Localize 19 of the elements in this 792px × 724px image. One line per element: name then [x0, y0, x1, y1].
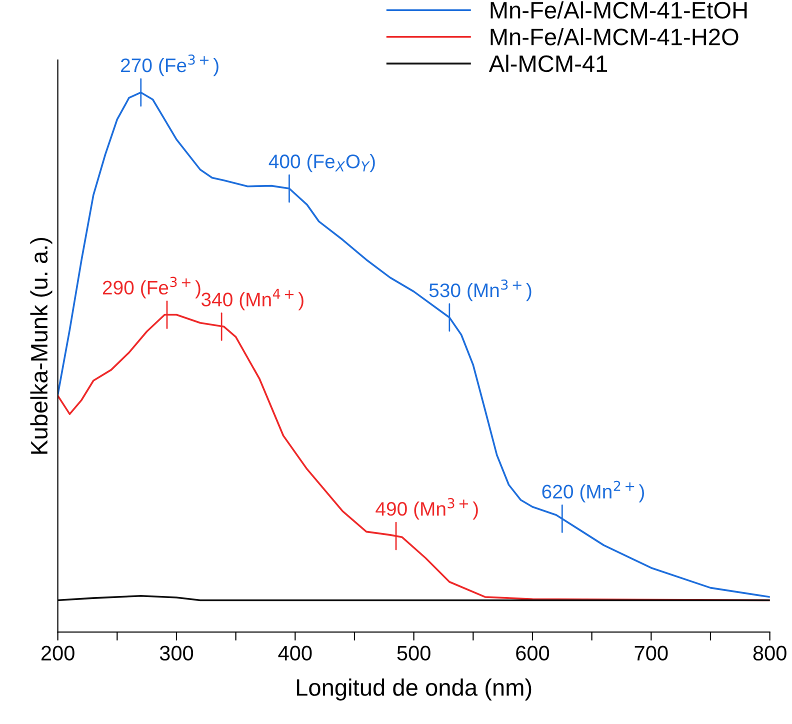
x-tick-label: 600	[516, 646, 550, 661]
annotation: 340 (Mn$^{4+}$)	[201, 288, 304, 310]
annotation: 530 (Mn$^{3+}$)	[429, 280, 532, 302]
x-tick-label: 700	[634, 646, 668, 661]
x-tick-label: 800	[753, 646, 786, 661]
annotation: 290 (Fe$^{3+}$)	[102, 276, 200, 298]
legend-label: Al-MCM-41	[488, 54, 608, 72]
x-tick-label: 400	[278, 646, 312, 661]
y-axis-title: Kubelka-Munk (u. a.)	[30, 238, 52, 454]
x-tick-label: 200	[41, 646, 74, 661]
annotation: 620 (Mn$^{2+}$)	[542, 480, 644, 502]
annotation: 400 (Fe$_{X}$O$_{Y}$)	[268, 154, 375, 172]
annotation: 270 (Fe$^{3+}$)	[121, 54, 218, 76]
legend-label: Mn-Fe/Al-MCM-41-H2O	[490, 28, 738, 46]
x-axis-title: Longitud de onda (nm)	[296, 678, 532, 701]
x-tick-label: 300	[160, 646, 194, 661]
legend-label: Mn-Fe/Al-MCM-41-EtOH	[490, 1, 747, 19]
x-tick-label: 500	[397, 646, 430, 661]
annotation: 490 (Mn$^{3+}$)	[376, 498, 478, 520]
